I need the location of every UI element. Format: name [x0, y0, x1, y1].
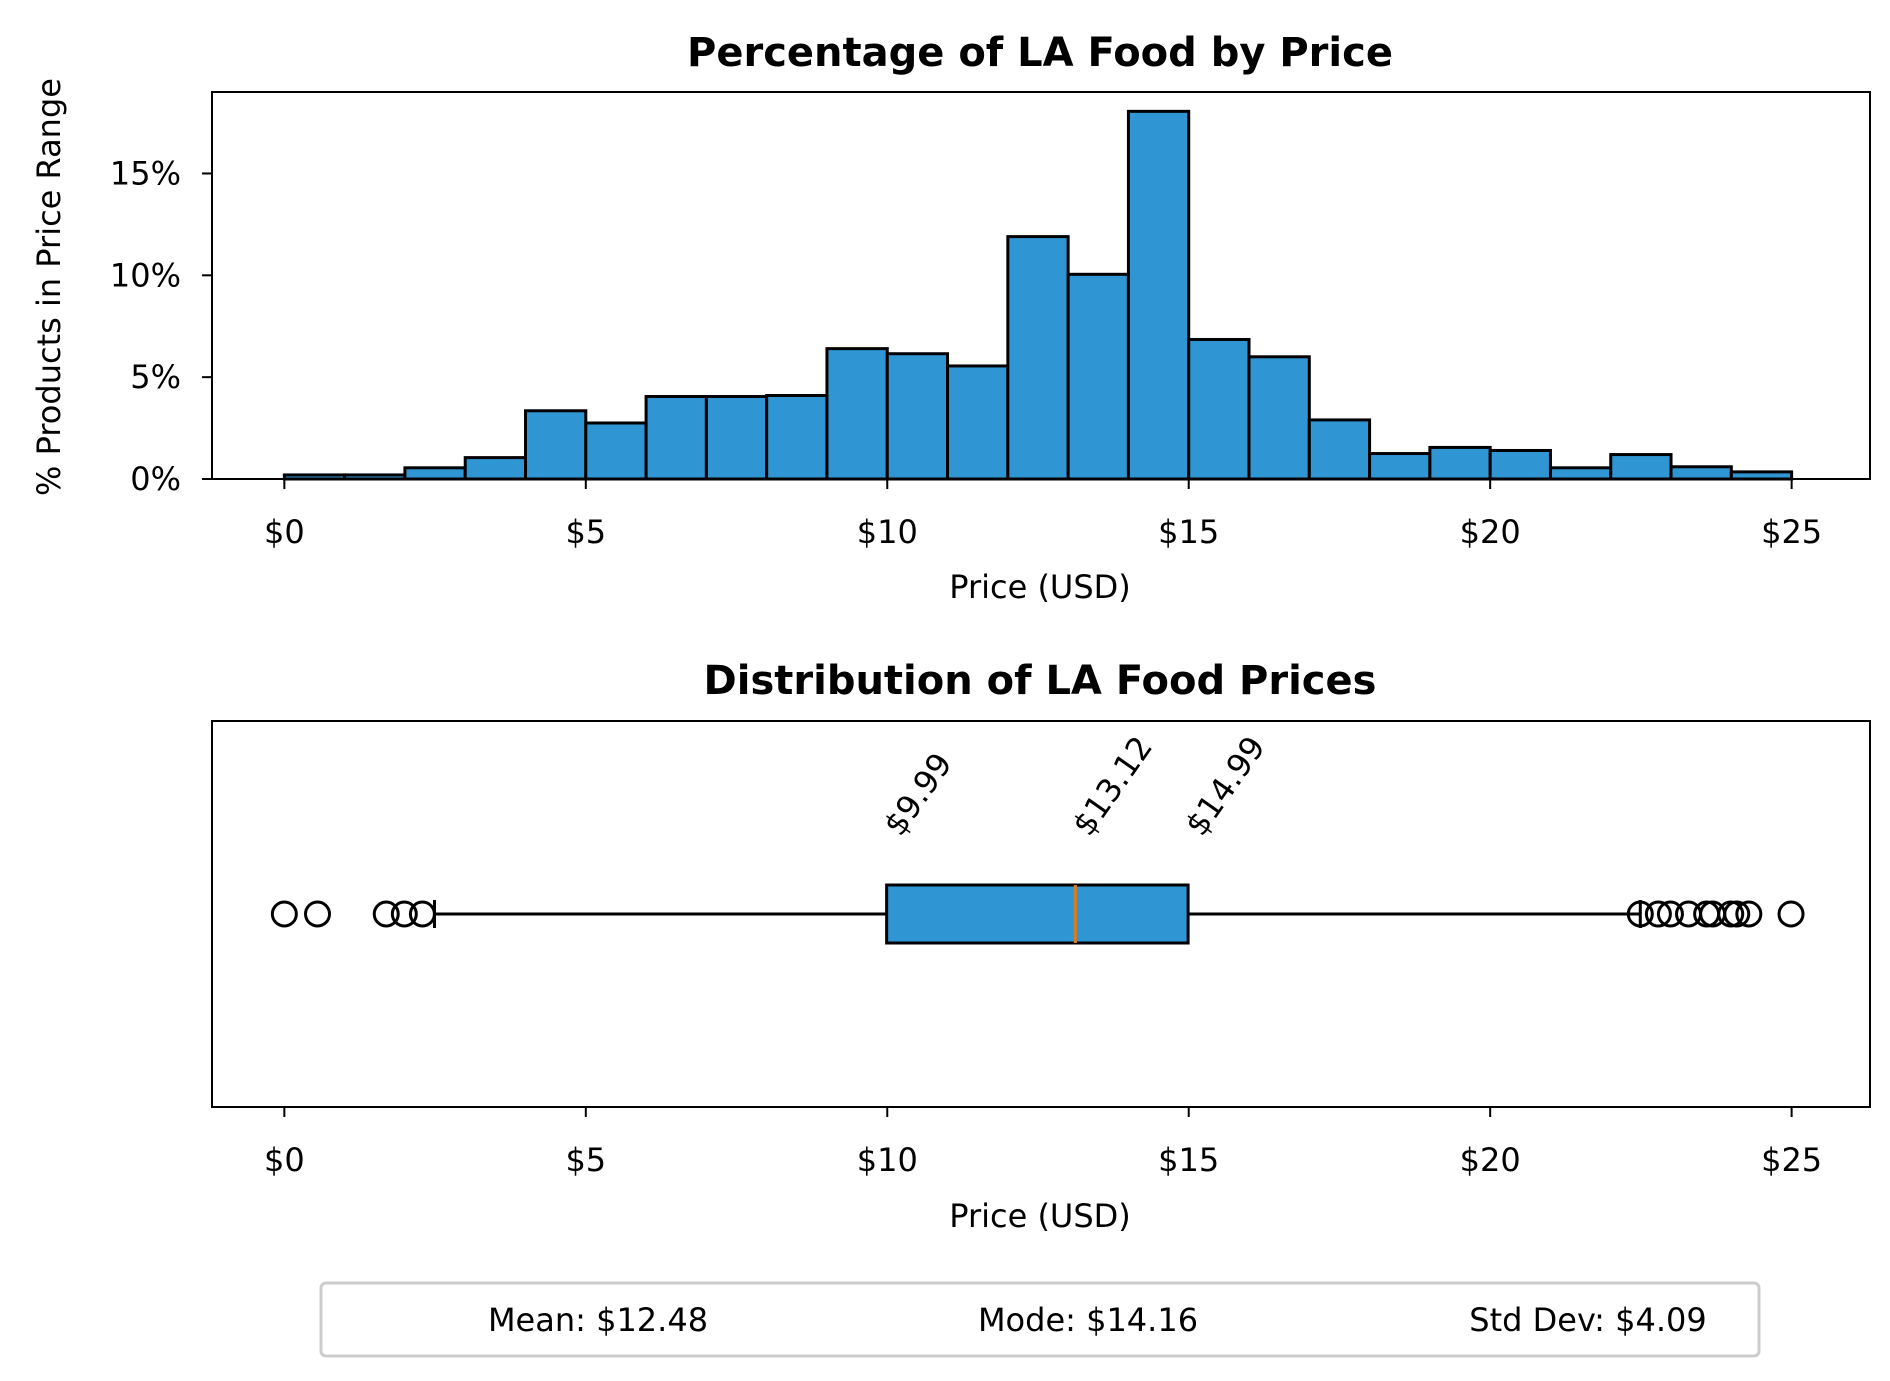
- histogram-ytick-label: 10%: [110, 256, 181, 294]
- histogram-bar: [1368, 452, 1432, 481]
- histogram-bar: [1247, 355, 1311, 481]
- histogram-bar: [1609, 453, 1673, 481]
- stats-std-dev: Std Dev: $4.09: [1469, 1301, 1706, 1339]
- boxplot-outlier: [1626, 900, 1654, 928]
- histogram-bar: [1066, 272, 1130, 481]
- histogram-bar: [946, 364, 1010, 481]
- boxplot-xtick-label: $25: [1761, 1141, 1822, 1179]
- histogram-bar: [1548, 466, 1613, 481]
- boxplot-outlier: [304, 900, 332, 928]
- boxplot-xtick-label: $20: [1460, 1141, 1521, 1179]
- stats-mode: Mode: $14.16: [978, 1301, 1198, 1339]
- histogram-ytick-label: 5%: [130, 358, 181, 396]
- histogram-bar: [885, 352, 950, 481]
- histogram-bar: [524, 409, 588, 481]
- boxplot-outlier: [1656, 900, 1684, 928]
- boxplot-x-ticks: $0 $5 $10 $15 $20 $25: [264, 1107, 1822, 1179]
- boxplot-x-axis-label: Price (USD): [949, 1197, 1131, 1235]
- histogram-xtick-label: $5: [565, 513, 606, 551]
- boxplot-box: [432, 883, 1642, 945]
- histogram-bar: [765, 393, 829, 481]
- boxplot-q3-annotation: $14.99: [1178, 729, 1273, 843]
- boxplot-chart: Distribution of LA Food Prices $9.99 $13…: [211, 658, 1871, 1235]
- boxplot-outlier: [408, 900, 436, 928]
- histogram-bar: [463, 456, 528, 481]
- boxplot-outlier: [270, 900, 298, 928]
- boxplot-outlier: [1777, 900, 1805, 928]
- histogram-ytick-label: 0%: [130, 460, 181, 498]
- histogram-bar: [1488, 448, 1552, 481]
- boxplot-outliers: [270, 900, 1805, 928]
- stats-box-frame: [319, 1281, 1761, 1358]
- histogram-x-axis-label: Price (USD): [949, 568, 1131, 606]
- histogram-y-ticks: 0% 5% 10% 15%: [110, 154, 212, 498]
- histogram-bar: [1729, 470, 1794, 481]
- histogram-chart: Percentage of LA Food by Price $0 $5 $10…: [30, 30, 1871, 606]
- histogram-xtick-label: $15: [1158, 513, 1219, 551]
- histogram-bars: [282, 109, 1794, 481]
- boxplot-outlier: [372, 900, 400, 928]
- histogram-bar: [1428, 445, 1492, 481]
- histogram-bar: [644, 395, 708, 481]
- stats-mean: Mean: $12.48: [488, 1301, 708, 1339]
- histogram-xtick-label: $10: [857, 513, 918, 551]
- histogram-bar: [1187, 337, 1251, 481]
- boxplot-outlier: [390, 900, 418, 928]
- histogram-ytick-label: 15%: [110, 154, 181, 192]
- histogram-xtick-label: $0: [264, 513, 305, 551]
- boxplot-xtick-label: $15: [1158, 1141, 1219, 1179]
- histogram-title: Percentage of LA Food by Price: [687, 30, 1393, 76]
- boxplot-outlier: [1735, 900, 1763, 928]
- boxplot-xtick-label: $5: [565, 1141, 606, 1179]
- stats-box: Mean: $12.48 Mode: $14.16 Std Dev: $4.09: [319, 1281, 1761, 1358]
- histogram-frame: [211, 91, 1871, 480]
- boxplot-outlier: [1693, 900, 1721, 928]
- boxplot-xtick-label: $10: [857, 1141, 918, 1179]
- boxplot-iqr-box: [885, 883, 1190, 945]
- histogram-bar: [1307, 418, 1372, 481]
- histogram-bar: [1006, 235, 1070, 481]
- boxplot-annotations: $9.99 $13.12 $14.99: [876, 729, 1273, 843]
- histogram-bar: [584, 421, 648, 481]
- histogram-bar: [825, 347, 889, 481]
- boxplot-title: Distribution of LA Food Prices: [704, 658, 1377, 704]
- boxplot-xtick-label: $0: [264, 1141, 305, 1179]
- histogram-xtick-label: $25: [1761, 513, 1822, 551]
- histogram-y-axis-label: % Products in Price Range: [30, 78, 68, 496]
- histogram-xtick-label: $20: [1460, 513, 1521, 551]
- boxplot-frame: [211, 720, 1871, 1108]
- boxplot-q1-annotation: $9.99: [876, 746, 960, 843]
- boxplot-outlier: [1644, 900, 1672, 928]
- histogram-bar: [1126, 109, 1191, 481]
- boxplot-outlier: [1723, 900, 1751, 928]
- histogram-bar: [1669, 465, 1733, 481]
- histogram-bar: [403, 466, 467, 481]
- histogram-bar: [704, 395, 769, 481]
- histogram-x-ticks: $0 $5 $10 $15 $20 $25: [264, 479, 1822, 551]
- boxplot-median-annotation: $13.12: [1065, 729, 1160, 843]
